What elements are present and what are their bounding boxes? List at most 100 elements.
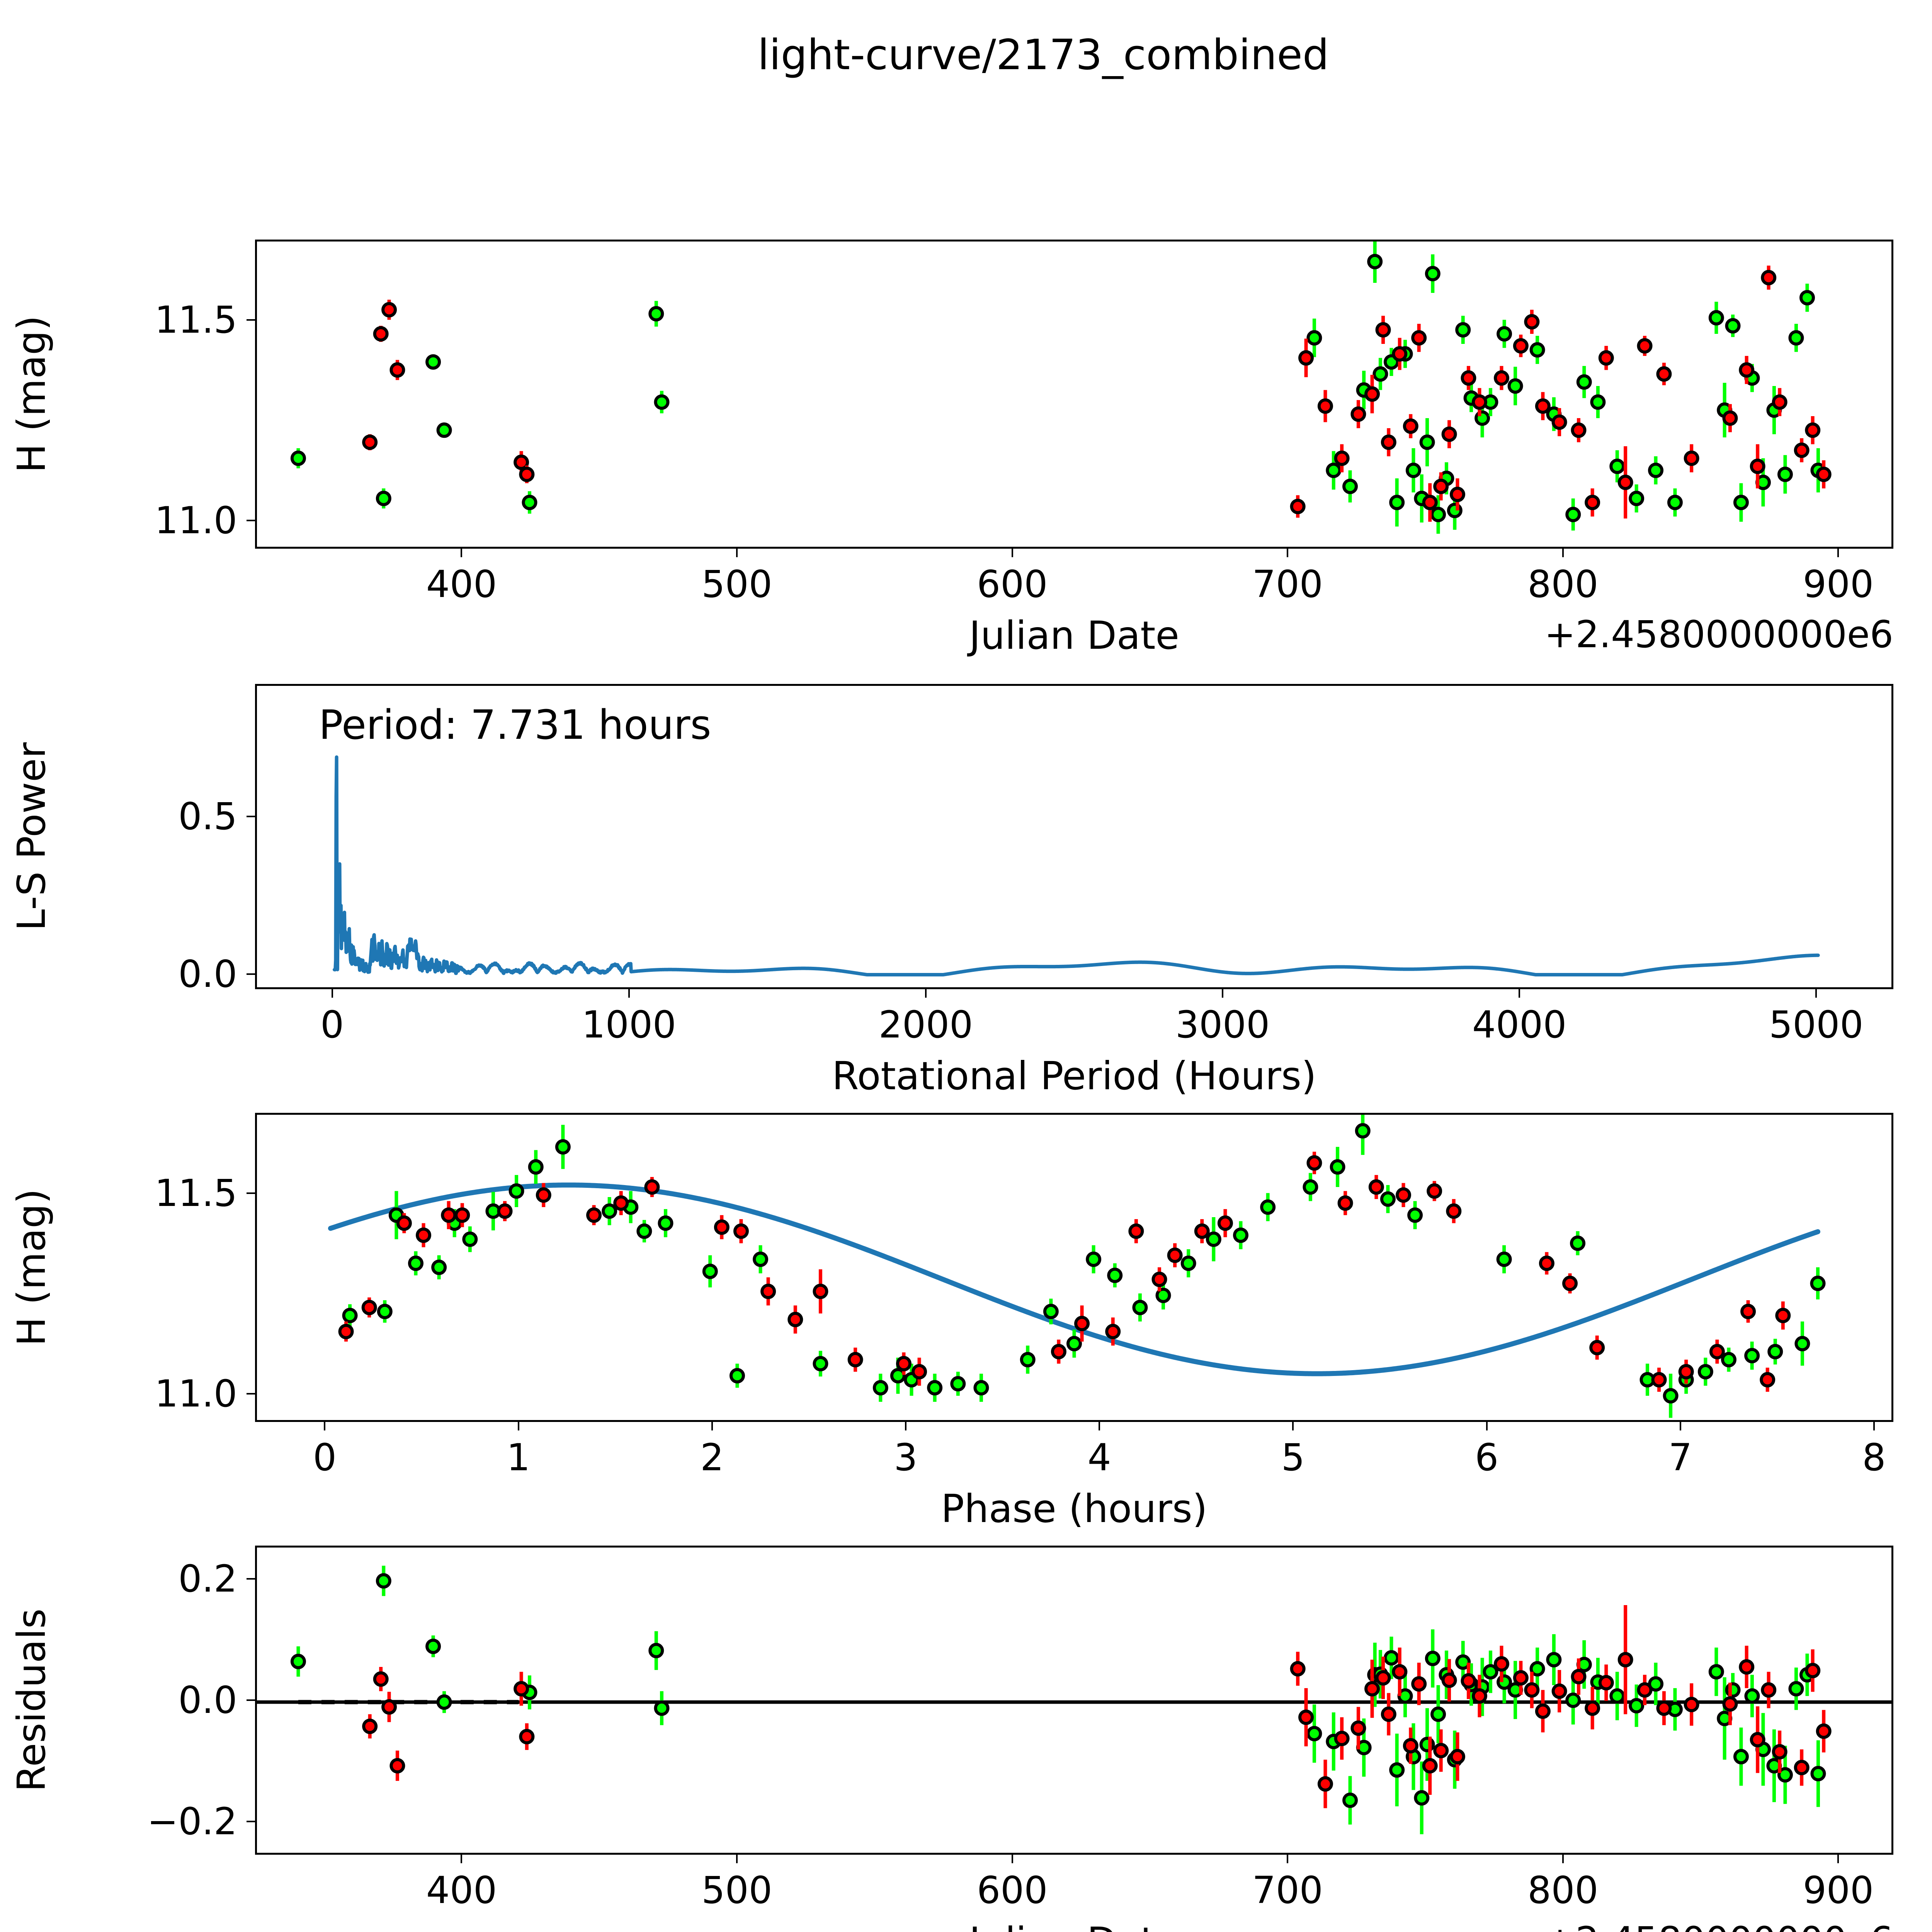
x-tick-label: 1000 [582,1003,676,1046]
data-point [1637,338,1653,354]
data-point [1389,1762,1405,1778]
data-point [436,1694,452,1710]
data-point [1637,1682,1653,1698]
data-point [1740,1304,1756,1320]
data-point [1355,1123,1371,1139]
y-axis-label: L-S Power [9,742,54,931]
x-tick [1873,1422,1875,1430]
x-tick [1292,1422,1294,1430]
data-point [1430,507,1446,522]
x-tick-label: 3000 [1175,1003,1270,1046]
data-point [555,1139,571,1155]
data-point [1750,458,1765,474]
data-point [1350,406,1366,422]
data-point [342,1308,358,1323]
data-point [1788,330,1804,346]
x-tick [461,549,463,557]
x-tick-label: 900 [1803,1869,1874,1912]
data-point [1411,1676,1427,1692]
data-point [1317,398,1333,414]
scatter-group [290,1566,1832,1834]
x-axis-label: Rotational Period (Hours) [832,1053,1316,1099]
data-point [1411,330,1427,346]
data-point [1529,342,1545,358]
data-point [1535,398,1551,414]
data-point [1585,495,1600,510]
data-point [1433,478,1449,494]
scatter-group [290,242,1832,534]
data-point [1617,474,1633,490]
data-point [1629,1698,1645,1714]
data-point [381,1699,397,1715]
x-tick-label: 1 [507,1436,531,1479]
y-tick [247,319,255,321]
data-point [1471,1688,1487,1704]
data-point [1777,466,1793,482]
x-tick-label: 8 [1862,1436,1886,1479]
data-point [1496,1252,1512,1267]
plot-area-lightcurve [290,242,1832,534]
data-point [362,434,378,450]
data-point [1571,422,1587,438]
data-point [1043,1304,1059,1320]
data-point [373,1671,389,1687]
data-point [1337,1195,1353,1211]
data-point [1290,1661,1306,1677]
data-point [1403,418,1418,434]
x-tick [1519,989,1520,998]
series-green [342,1115,1826,1418]
figure-title: light-curve/2173_combined [757,31,1329,79]
data-point [1565,1692,1581,1708]
data-point [1760,1372,1776,1388]
data-point [522,495,537,510]
data-point [1697,1364,1713,1379]
axes-frame-lightcurve [255,240,1893,549]
data-point [1684,451,1699,466]
data-point [1342,478,1358,494]
data-point [1709,1344,1725,1359]
x-tick [1837,549,1839,557]
data-point [1389,495,1405,510]
data-point [1449,486,1465,502]
data-point [973,1380,989,1396]
data-point [729,1368,745,1384]
data-point [1414,1790,1430,1806]
x-tick [736,549,738,557]
data-point [1551,414,1567,430]
data-point [1483,1664,1498,1680]
y-axis-label-wrap: Residuals [9,1609,54,1792]
data-point [1708,1664,1724,1680]
y-tick [247,520,255,522]
data-point [1513,1670,1529,1686]
data-point [1805,1663,1821,1679]
data-point [1546,1652,1562,1668]
data-point [389,1758,405,1774]
data-point [1167,1247,1183,1263]
data-point [1446,1203,1462,1219]
data-point [1678,1364,1694,1379]
x-tick [1222,989,1224,998]
data-point [1629,490,1645,506]
x-tick-label: 600 [977,563,1048,606]
axes-frame-residuals [255,1546,1893,1855]
y-tick-label: 0.0 [178,952,237,996]
data-point [1405,463,1421,478]
data-point [1535,1703,1551,1719]
y-tick-label: 11.0 [155,499,237,543]
data-point [872,1380,888,1396]
x-tick [1287,549,1289,557]
data-point [1609,458,1625,474]
data-point [1233,1227,1248,1243]
data-point [658,1215,673,1231]
data-point [425,354,441,370]
data-point [1419,434,1435,450]
data-point [408,1255,423,1271]
plot-area-residuals [257,1566,1891,1834]
x-tick-label: 400 [426,1869,497,1912]
data-point [1051,1344,1066,1359]
data-point [1744,1688,1760,1704]
panel-periodogram: Period: 7.731 hours [255,684,1893,989]
data-point [389,362,405,378]
data-point [1788,1681,1804,1697]
data-point [1180,1255,1196,1271]
